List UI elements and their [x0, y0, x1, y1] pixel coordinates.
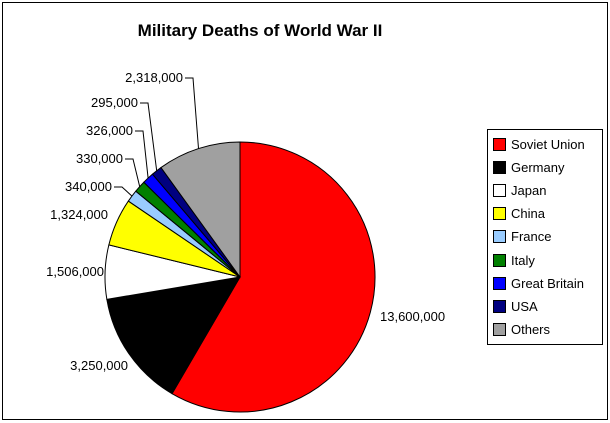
legend-item-usa: USA [488, 295, 602, 317]
legend-swatch-france [493, 230, 506, 244]
leader-line-france [114, 186, 133, 197]
legend-swatch-usa [493, 299, 506, 313]
leader-line-italy [125, 158, 141, 187]
legend-item-france: France [488, 226, 602, 248]
leader-line-others [185, 77, 199, 149]
legend-label-china: China [511, 206, 545, 222]
legend-item-soviet-union: Soviet Union [488, 134, 602, 156]
legend: Soviet Union Germany Japan China France … [487, 129, 603, 345]
slice-value-label-great-britain: 326,000 [86, 123, 133, 138]
legend-item-italy: Italy [488, 249, 602, 271]
slice-value-label-japan: 1,506,000 [46, 264, 104, 279]
pie-slice-germany [106, 276, 241, 395]
legend-swatch-italy [493, 253, 506, 267]
leader-line-usa [140, 102, 158, 171]
slice-value-label-germany: 3,250,000 [70, 358, 128, 373]
legend-label-others: Others [511, 321, 551, 337]
legend-item-china: China [488, 203, 602, 225]
legend-item-germany: Germany [488, 157, 602, 179]
slice-value-label-china: 1,324,000 [50, 207, 108, 222]
legend-label-great-britain: Great Britain [511, 275, 584, 291]
chart-title: Military Deaths of World War II [137, 21, 383, 40]
legend-swatch-great-britain [493, 276, 506, 290]
pie-slice-soviet-union [171, 141, 376, 413]
legend-item-japan: Japan [488, 180, 602, 202]
legend-swatch-germany [493, 161, 506, 175]
legend-label-france: France [511, 229, 552, 245]
legend-label-italy: Italy [511, 252, 535, 268]
legend-label-germany: Germany [511, 160, 565, 176]
legend-label-japan: Japan [511, 183, 547, 199]
slice-value-label-france: 340,000 [65, 179, 112, 194]
leader-line-great-britain [135, 130, 149, 179]
legend-swatch-others [493, 322, 506, 336]
slice-value-label-usa: 295,000 [91, 95, 138, 110]
legend-swatch-china [493, 207, 506, 221]
legend-item-great-britain: Great Britain [488, 272, 602, 294]
legend-item-others: Others [488, 318, 602, 340]
slice-value-label-soviet-union: 13,600,000 [380, 309, 446, 324]
legend-swatch-japan [493, 184, 506, 198]
legend-label-usa: USA [511, 298, 538, 314]
slice-value-label-others: 2,318,000 [125, 70, 183, 85]
legend-swatch-soviet-union [493, 138, 506, 152]
pie-slice-others [160, 141, 241, 279]
slice-value-label-italy: 330,000 [76, 151, 123, 166]
legend-label-soviet-union: Soviet Union [511, 137, 585, 153]
